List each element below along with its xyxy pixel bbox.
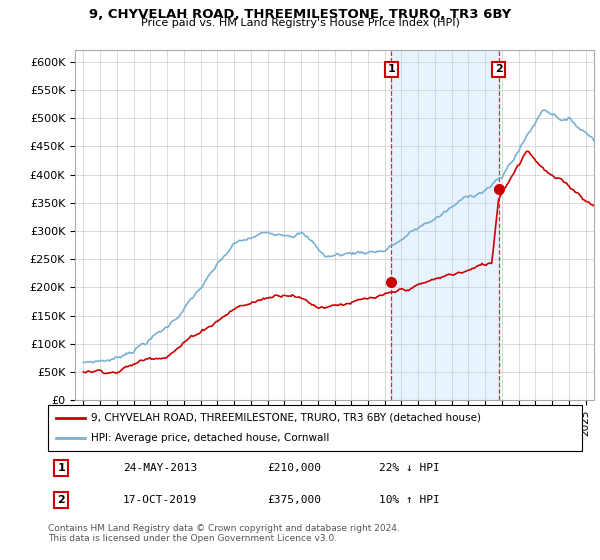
FancyBboxPatch shape bbox=[48, 405, 582, 451]
Text: 2: 2 bbox=[58, 495, 65, 505]
Bar bbox=[391, 50, 499, 400]
Text: 1: 1 bbox=[58, 463, 65, 473]
Text: Price paid vs. HM Land Registry's House Price Index (HPI): Price paid vs. HM Land Registry's House … bbox=[140, 18, 460, 29]
Text: Contains HM Land Registry data © Crown copyright and database right 2024.
This d: Contains HM Land Registry data © Crown c… bbox=[48, 524, 400, 543]
Text: HPI: Average price, detached house, Cornwall: HPI: Average price, detached house, Corn… bbox=[91, 433, 329, 443]
Text: 17-OCT-2019: 17-OCT-2019 bbox=[123, 495, 197, 505]
Text: £375,000: £375,000 bbox=[267, 495, 321, 505]
Text: 1: 1 bbox=[388, 64, 395, 74]
Text: 22% ↓ HPI: 22% ↓ HPI bbox=[379, 463, 440, 473]
Text: 2: 2 bbox=[494, 64, 502, 74]
Text: £210,000: £210,000 bbox=[267, 463, 321, 473]
Text: 9, CHYVELAH ROAD, THREEMILESTONE, TRURO, TR3 6BY: 9, CHYVELAH ROAD, THREEMILESTONE, TRURO,… bbox=[89, 8, 511, 21]
Text: 24-MAY-2013: 24-MAY-2013 bbox=[123, 463, 197, 473]
Text: 9, CHYVELAH ROAD, THREEMILESTONE, TRURO, TR3 6BY (detached house): 9, CHYVELAH ROAD, THREEMILESTONE, TRURO,… bbox=[91, 413, 481, 423]
Text: 10% ↑ HPI: 10% ↑ HPI bbox=[379, 495, 440, 505]
